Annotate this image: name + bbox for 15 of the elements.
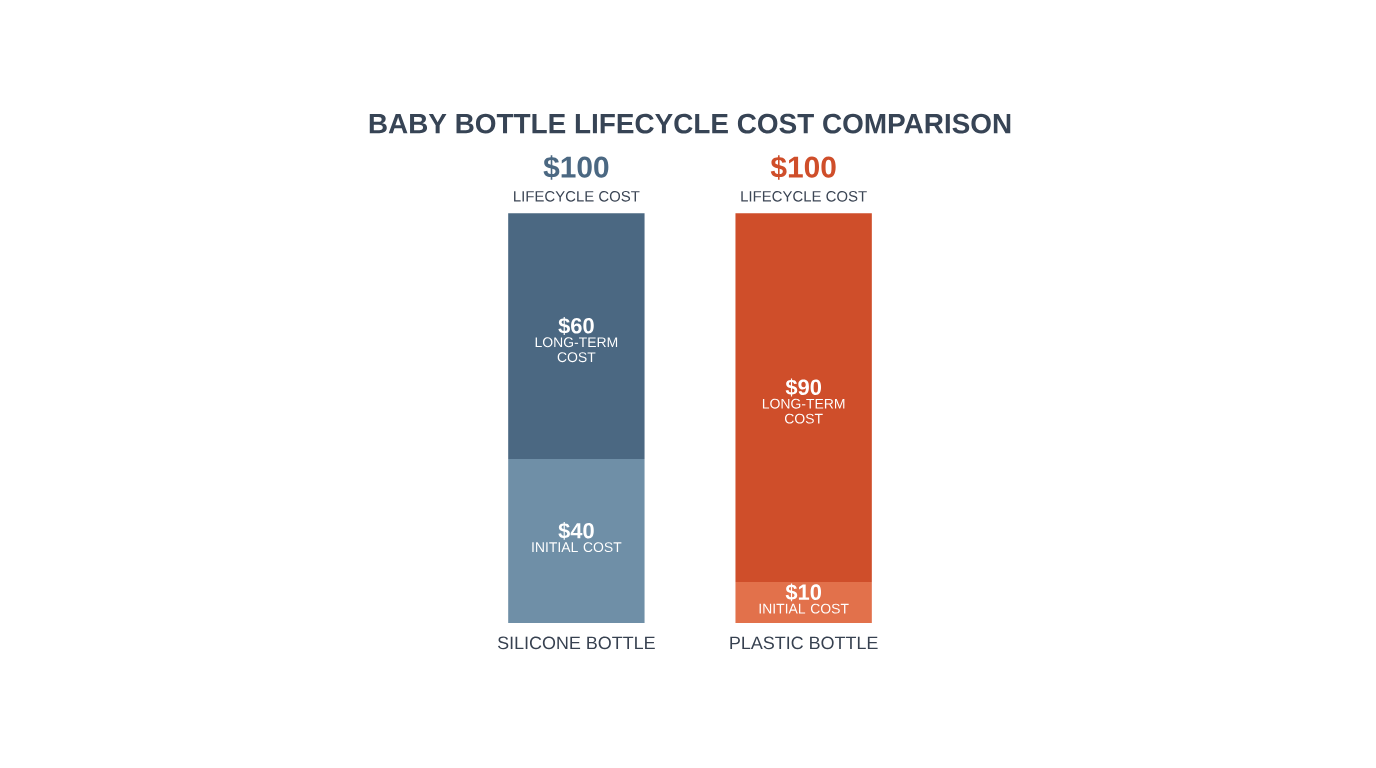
total-label: $100 (770, 155, 836, 180)
x-tick-label: SILICONE BOTTLE (497, 636, 655, 650)
series-label: LONG-TERM COST (535, 337, 618, 363)
data-label: $40 (558, 521, 594, 540)
annotation: LIFECYCLE COST (514, 191, 640, 202)
data-label: $60 (558, 317, 594, 335)
text: LONG-TERM COST (762, 398, 845, 424)
total-label: $100 (543, 155, 609, 180)
chart-title: BABY BOTTLE LIFECYCLE COST COMPARISON (369, 113, 1011, 134)
data-label: $10 (785, 583, 822, 602)
annotation: LIFECYCLE COST (741, 191, 867, 202)
data-label: $90 (785, 378, 822, 397)
x-tick-label: PLASTIC BOTTLE (730, 636, 878, 650)
text: INITIAL COST (532, 542, 622, 553)
series-label: INITIAL COST (759, 603, 849, 614)
